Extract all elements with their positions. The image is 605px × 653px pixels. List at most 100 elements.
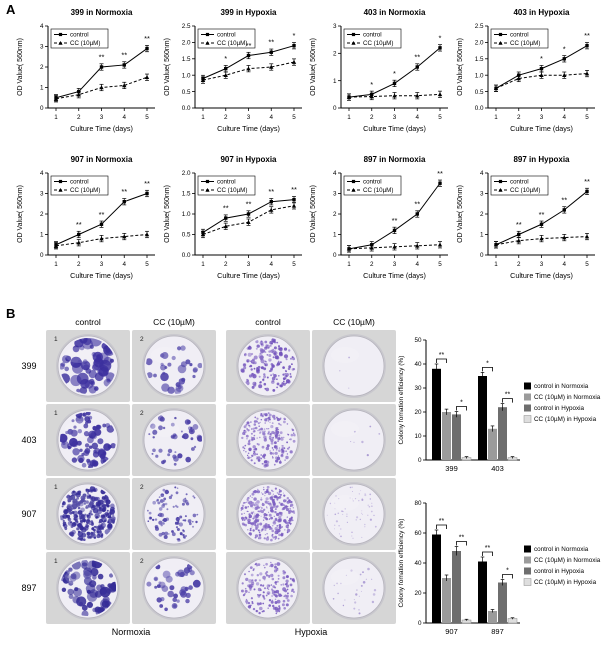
svg-text:CC (10µM): CC (10µM) <box>70 187 100 194</box>
row-label-spacer <box>14 316 44 328</box>
svg-text:2: 2 <box>40 64 44 71</box>
y-axis-label: OD Value( 560nm) <box>310 38 317 96</box>
significance-stars: * <box>562 44 565 53</box>
colony-dish: 1 <box>46 404 130 476</box>
svg-text:4: 4 <box>269 261 273 268</box>
line-chart-907-in-normoxia: 907 in Normoxia 0 1 2 3 4 1 2 3 4 5 OD Value( 560nm… <box>17 155 155 280</box>
svg-text:3: 3 <box>100 114 104 121</box>
svg-text:5: 5 <box>438 261 442 268</box>
y-axis-label: OD Value( 560nm) <box>310 185 317 243</box>
chart-title: 907 in Normoxia <box>71 155 133 164</box>
colony-dish <box>226 330 310 402</box>
svg-text:0.5: 0.5 <box>474 89 483 96</box>
svg-text:3: 3 <box>393 261 397 268</box>
colony-dish-photo: 2 <box>132 552 216 624</box>
svg-text:0.5: 0.5 <box>181 232 190 239</box>
svg-text:1.5: 1.5 <box>181 191 190 198</box>
svg-text:0: 0 <box>333 105 337 112</box>
significance-stars: ** <box>222 204 228 213</box>
svg-text:5: 5 <box>438 114 442 121</box>
chart-title: 907 in Hypoxia <box>220 155 277 164</box>
svg-text:1.5: 1.5 <box>181 56 190 63</box>
svg-text:0.5: 0.5 <box>181 89 190 96</box>
svg-text:CC (10µM): CC (10µM) <box>217 187 247 194</box>
panel-b-label: B <box>6 306 16 321</box>
line-chart-399-in-hypoxia: 399 in Hypoxia 0.0 0.5 1.0 1.5 2.0 2.5 1 2 3 4 5 OD … <box>164 8 302 133</box>
svg-text:control in Hypoxia: control in Hypoxia <box>534 568 585 575</box>
significance-stars: ** <box>268 187 274 196</box>
bar-chart-legend: control in Normoxia CC (10µM) in Normoxia… <box>523 382 601 423</box>
cell-line-label: 399 <box>21 361 37 371</box>
significance-stars: * <box>393 69 396 78</box>
svg-text:4: 4 <box>40 23 44 30</box>
line-chart-403-in-hypoxia: 403 in Hypoxia 0.0 0.5 1.0 1.5 2.0 2.5 1 2 3 4 5 OD … <box>457 8 595 133</box>
dish-number: 2 <box>140 336 144 343</box>
svg-text:0: 0 <box>40 105 44 112</box>
colony-dish: 1 <box>46 330 130 402</box>
svg-text:2.0: 2.0 <box>474 40 483 47</box>
svg-text:4: 4 <box>479 170 483 177</box>
svg-text:1: 1 <box>40 232 44 239</box>
y-axis-label: OD Value( 560nm) <box>164 38 171 96</box>
colony-dish-photo <box>226 552 310 624</box>
significance-stars: ** <box>291 185 297 194</box>
svg-text:3: 3 <box>539 261 543 268</box>
svg-text:2: 2 <box>223 114 227 121</box>
y-axis-label: Colony fomation efficiency (%) <box>398 519 405 608</box>
dish-number: 1 <box>54 336 58 343</box>
significance-stars: ** <box>439 518 445 525</box>
colony-dish-photo: 2 <box>132 330 216 402</box>
bar-chart-907-897: Colony fomation efficiency (%) 0 20 40 60 80 9… <box>398 500 601 636</box>
svg-text:2: 2 <box>77 261 81 268</box>
svg-text:5: 5 <box>292 261 296 268</box>
y-axis-label: Colony fomation efficiency (%) <box>398 356 405 445</box>
svg-text:2: 2 <box>479 211 483 218</box>
dish-number: 2 <box>140 558 144 565</box>
y-axis-label: OD Value( 560nm) <box>164 185 171 243</box>
dish-number: 2 <box>140 484 144 491</box>
svg-text:0.0: 0.0 <box>181 252 190 259</box>
svg-text:2: 2 <box>333 211 337 218</box>
svg-text:control: control <box>510 32 529 39</box>
significance-stars: ** <box>144 34 150 43</box>
colony-dish-photo: 1 <box>46 552 130 624</box>
svg-text:3: 3 <box>479 191 483 198</box>
dish-number: 1 <box>54 558 58 565</box>
significance-stars: * <box>370 80 373 89</box>
svg-text:control in Normoxia: control in Normoxia <box>534 546 589 553</box>
svg-text:control in Normoxia: control in Normoxia <box>534 383 589 390</box>
category-label: 897 <box>491 627 504 636</box>
group-label-normoxia: Normoxia <box>111 627 151 637</box>
significance-stars: ** <box>515 220 521 229</box>
colony-dish: 2 <box>132 552 216 624</box>
colony-dish-photo <box>226 404 310 476</box>
svg-text:2.0: 2.0 <box>181 40 190 47</box>
significance-stars: ** <box>584 31 590 40</box>
svg-text:2.5: 2.5 <box>474 23 483 30</box>
colony-dish <box>312 552 396 624</box>
svg-text:CC (10µM): CC (10µM) <box>510 40 540 47</box>
chart-title: 403 in Normoxia <box>364 8 426 17</box>
svg-text:4: 4 <box>269 114 273 121</box>
dish-number: 2 <box>140 410 144 417</box>
x-axis-label: Culture Time (days) <box>510 271 573 280</box>
significance-stars: * <box>486 360 489 367</box>
svg-text:1: 1 <box>201 114 205 121</box>
colony-dish-photo <box>226 478 310 550</box>
colony-dish-photo: 1 <box>46 330 130 402</box>
category-label: 403 <box>491 464 504 473</box>
significance-stars: ** <box>459 535 465 542</box>
svg-text:5: 5 <box>145 261 149 268</box>
panel-a-label: A <box>6 2 16 17</box>
colony-photo-grid: control CC (10µM) control CC (10µM) 399 1 2 403… <box>14 316 396 639</box>
significance-stars: ** <box>245 200 251 209</box>
cell-line-label: 403 <box>21 435 37 445</box>
significance-stars: ** <box>144 179 150 188</box>
x-axis-label: Culture Time (days) <box>70 124 133 133</box>
svg-text:1.0: 1.0 <box>474 72 483 79</box>
svg-text:40: 40 <box>414 361 422 368</box>
